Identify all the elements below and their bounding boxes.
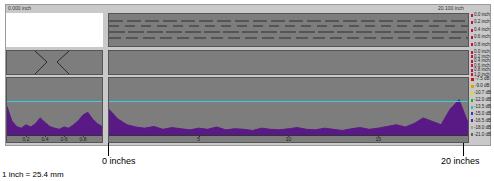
svg-text:10: 10 xyxy=(286,136,292,142)
html-text:0.4 inch: 0.4 inch xyxy=(474,58,490,63)
html-text:-15.0 dB: -15.0 dB xyxy=(474,110,491,116)
html-text:-9.0 dB: -9.0 dB xyxy=(475,82,490,88)
svg-text:0.4: 0.4 xyxy=(42,136,49,142)
html-text:-10.7 dB: -10.7 dB xyxy=(474,89,491,95)
html-text:0.8 inch: 0.8 inch xyxy=(474,67,490,72)
html-text:0 inches: 0 inches xyxy=(102,156,136,166)
html-text:0.2 inch: 0.2 inch xyxy=(474,53,490,59)
html-text:20.100 inch: 20.100 inch xyxy=(438,5,464,11)
html-text:0.4 inch: 0.4 inch xyxy=(474,26,490,32)
html-text:0.8 inch: 0.8 inch xyxy=(474,41,490,47)
html-text:0.0 inch: 0.0 inch xyxy=(474,12,490,17)
html-text:1.0 inch: 1.0 inch xyxy=(474,71,490,77)
html-text:0.000 inch: 0.000 inch xyxy=(8,5,32,11)
html-text:0.6 inch: 0.6 inch xyxy=(474,62,490,68)
html-text:20 inches: 20 inches xyxy=(441,156,480,166)
html-text:1 inch = 25.4 mm: 1 inch = 25.4 mm xyxy=(2,170,64,179)
svg-text:15: 15 xyxy=(375,136,381,142)
html-text:0.0 inch: 0.0 inch xyxy=(474,49,490,54)
html-text:-7.5 dB: -7.5 dB xyxy=(475,76,490,81)
html-text:-18.0 dB: -18.0 dB xyxy=(474,124,491,130)
html-text:-16.5 dB: -16.5 dB xyxy=(474,117,491,123)
html-text:-13.5 dB: -13.5 dB xyxy=(474,103,491,109)
html-text:0.6 inch: 0.6 inch xyxy=(474,34,490,40)
html-text:-12.0 dB: -12.0 dB xyxy=(474,96,491,102)
svg-text:0.6: 0.6 xyxy=(61,136,68,142)
html-text:0.2 inch: 0.2 inch xyxy=(474,19,490,25)
html-text:-21.0 dB: -21.0 dB xyxy=(474,131,491,137)
svg-text:5: 5 xyxy=(197,136,200,142)
svg-text:0.8: 0.8 xyxy=(80,136,87,142)
svg-text:0.2: 0.2 xyxy=(23,136,30,142)
